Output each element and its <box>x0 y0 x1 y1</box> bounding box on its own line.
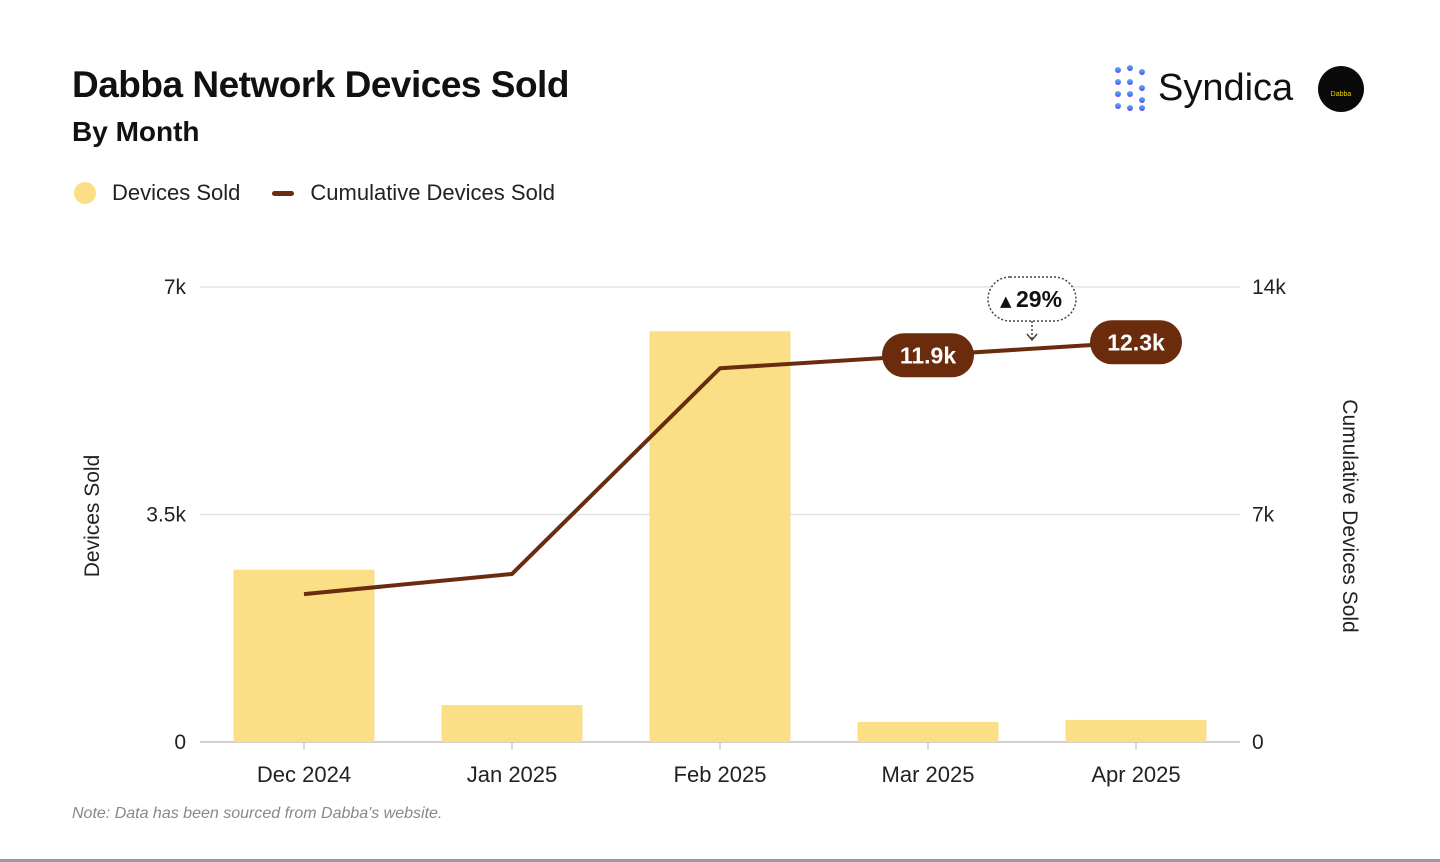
legend-devices-sold: Devices Sold <box>112 180 241 205</box>
growth-annotation-box <box>987 276 1077 322</box>
legend: Devices Sold Cumulative Devices Sold <box>74 180 555 206</box>
x-tick-label: Apr 2025 <box>1091 762 1180 787</box>
arrow-down-icon <box>1026 333 1038 342</box>
y-axis-label: Devices Sold <box>81 455 104 578</box>
y2-tick-label: 14k <box>1252 276 1286 299</box>
x-tick-label: Dec 2024 <box>257 762 351 787</box>
growth-annotation-text: 29% <box>1016 286 1062 312</box>
data-label-pill <box>882 333 974 378</box>
y-tick-label: 0 <box>174 731 186 754</box>
y2-tick-label: 0 <box>1252 731 1264 754</box>
syndica-logo-text: Syndica <box>1158 66 1294 109</box>
source-note: Note: Data has been sourced from Dabba's… <box>72 805 443 822</box>
legend-bar-swatch <box>74 182 96 204</box>
y-tick-label: 7k <box>164 276 187 299</box>
legend-line-swatch <box>272 190 295 196</box>
chart-subtitle: By Month <box>72 116 200 147</box>
x-tick-label: Jan 2025 <box>467 762 558 787</box>
bar <box>649 331 791 742</box>
dabba-logo: Dabba <box>1318 66 1364 112</box>
x-tick-label: Feb 2025 <box>674 762 767 787</box>
chart-title: Dabba Network Devices Sold <box>72 64 569 105</box>
data-label: 11.9k <box>900 342 956 368</box>
bar <box>441 704 583 742</box>
data-label: 12.3k <box>1107 329 1165 355</box>
y-tick-label: 3.5k <box>146 504 186 527</box>
x-tick-label: Mar 2025 <box>882 762 975 787</box>
syndica-logo: Syndica <box>1112 64 1293 112</box>
bar <box>233 569 375 742</box>
up-triangle-icon: ▲ <box>1000 292 1012 310</box>
y2-tick-label: 7k <box>1252 504 1275 527</box>
bottom-border <box>0 859 1440 862</box>
bar <box>1065 719 1207 742</box>
legend-cumulative: Cumulative Devices Sold <box>310 180 555 205</box>
bar <box>857 721 999 742</box>
y2-axis-label: Cumulative Devices Sold <box>1338 399 1361 632</box>
data-label-pill <box>1090 320 1182 365</box>
cumulative-line <box>303 340 1137 597</box>
syndica-logo-icon <box>1115 65 1145 111</box>
